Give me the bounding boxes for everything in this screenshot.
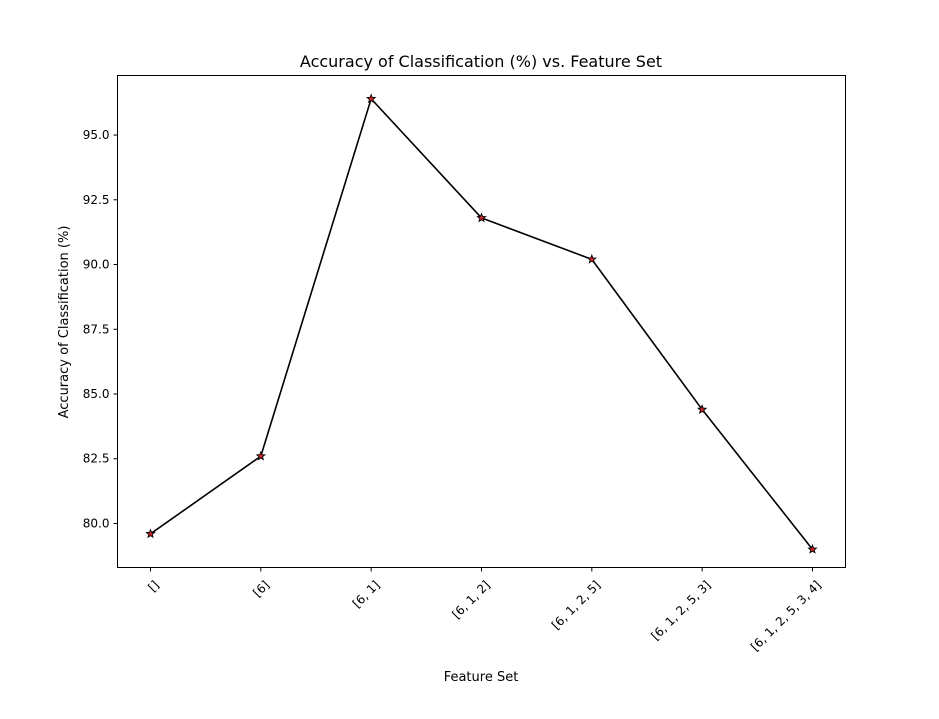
y-tick-label: 80.0 — [83, 516, 110, 530]
data-point-marker — [807, 543, 818, 554]
data-point-marker — [476, 212, 487, 223]
y-tick-label: 92.5 — [83, 193, 110, 207]
data-point-marker — [255, 450, 267, 461]
y-axis-label: Accuracy of Classification (%) — [57, 226, 72, 419]
chart-title: Accuracy of Classification (%) vs. Featu… — [300, 52, 662, 71]
y-tick-label: 87.5 — [83, 322, 110, 336]
y-tick-label: 85.0 — [83, 387, 110, 401]
data-point-marker — [696, 404, 708, 414]
y-axis: 80.0 82.5 85.0 87.5 90.0 92.5 95.0 — [83, 128, 118, 530]
data-point-marker — [145, 528, 156, 539]
plot-frame — [117, 75, 846, 568]
x-axis-label: Feature Set — [444, 670, 519, 685]
y-tick-label: 82.5 — [83, 452, 110, 466]
data-point-marker — [365, 93, 377, 104]
series-layer — [145, 93, 818, 554]
y-tick-label: 90.0 — [83, 258, 110, 272]
y-tick-label: 95.0 — [83, 128, 110, 142]
data-point-marker — [586, 253, 597, 264]
